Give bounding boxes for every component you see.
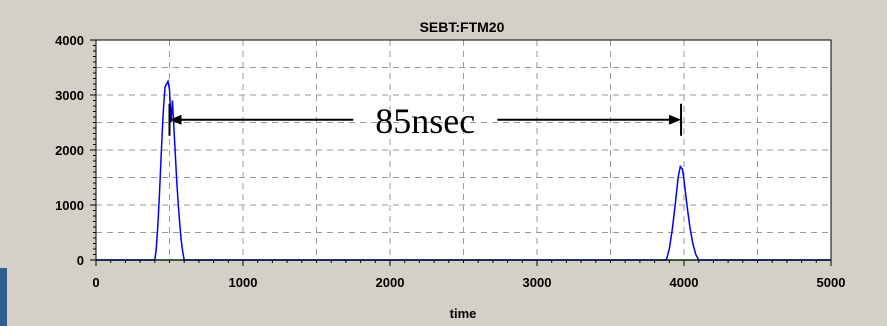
annotation-arrowhead-right [669,114,682,125]
x-tick-label: 3000 [523,275,552,290]
x-axis: 0 1000 2000 3000 4000 5000 [92,260,845,290]
x-tick-label: 1000 [229,275,258,290]
annotation-arrowhead-left [169,114,182,125]
y-tick-label: 4000 [55,33,84,48]
series-line [96,78,831,261]
y-tick-label: 0 [77,253,84,268]
y-tick-label: 1000 [55,198,84,213]
y-axis: 0 1000 2000 3000 4000 [55,33,96,268]
annotation-85nsec: 85nsec [168,101,683,141]
y-tick-label: 3000 [55,88,84,103]
x-axis-label: time [450,306,477,321]
chart-title: SEBT:FTM20 [420,19,505,35]
x-tick-label: 2000 [376,275,405,290]
x-tick-label: 0 [92,275,99,290]
x-tick-label: 4000 [670,275,699,290]
y-tick-label: 2000 [55,143,84,158]
left-window-strip [0,268,7,326]
x-tick-label: 5000 [817,275,846,290]
grid-lines [96,40,831,260]
annotation-label: 85nsec [375,101,475,141]
